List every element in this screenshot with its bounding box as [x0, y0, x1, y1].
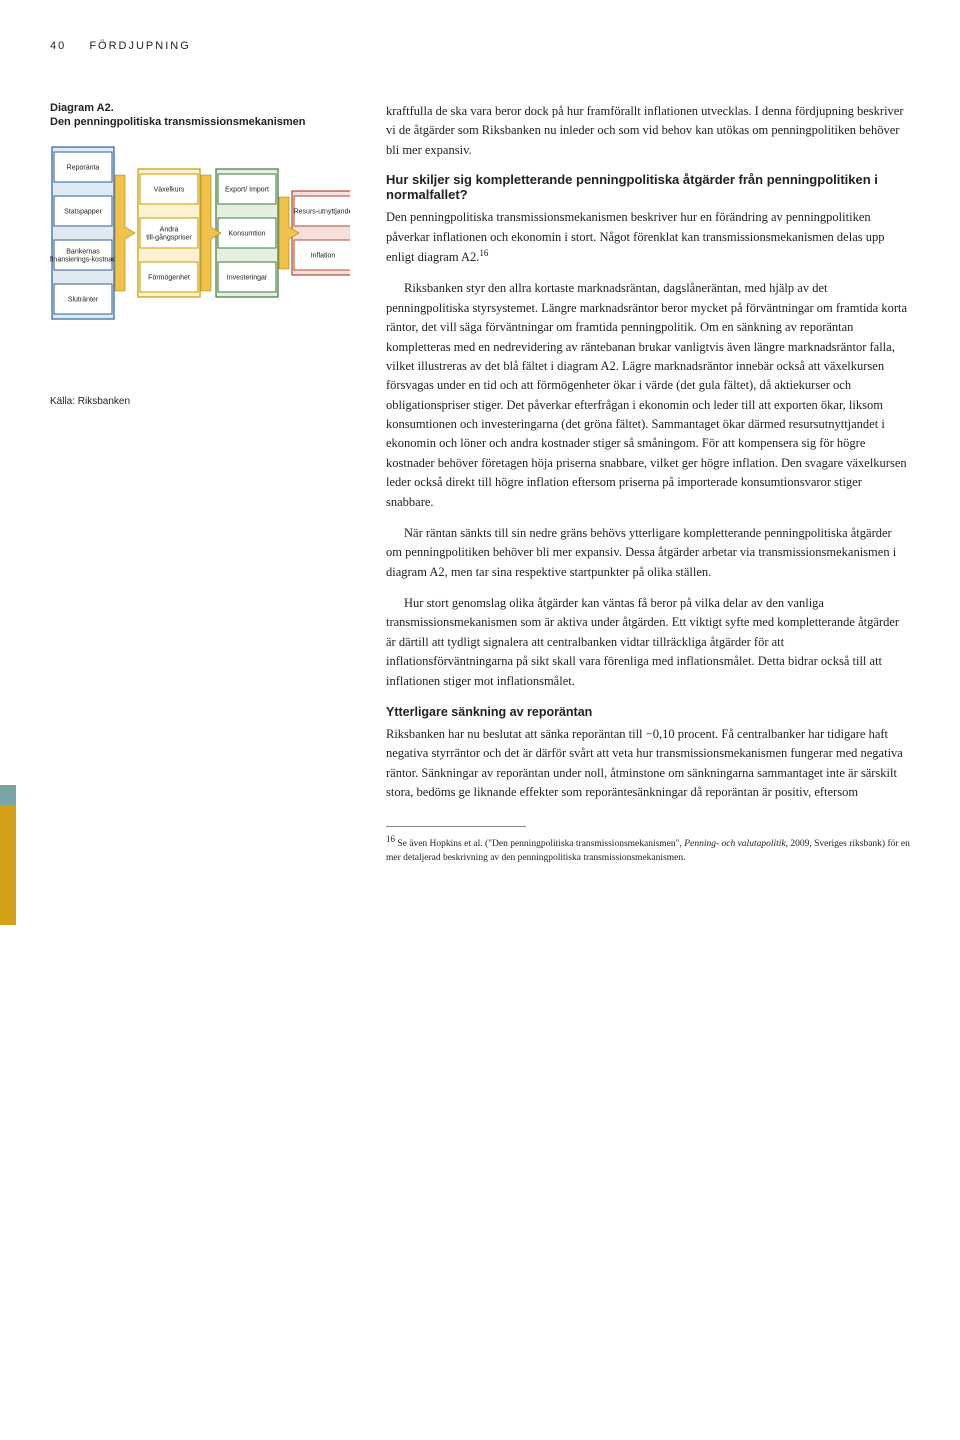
footnote-num: 16	[386, 834, 395, 844]
diagram-title: Den penningpolitiska transmissionsmekani…	[50, 116, 350, 128]
heading-question: Hur skiljer sig kompletterande penningpo…	[386, 172, 910, 202]
svg-text:Förmögenhet: Förmögenhet	[148, 274, 190, 281]
svg-text:Investeringar: Investeringar	[227, 274, 268, 281]
footnote-separator	[386, 826, 526, 827]
svg-text:Statspapper: Statspapper	[64, 208, 102, 215]
paragraph-4: Hur stort genomslag olika åtgärder kan v…	[386, 594, 910, 691]
footnote-text-a: Se även Hopkins et al. ("Den penningpoli…	[395, 840, 684, 850]
svg-text:Export/ Import: Export/ Import	[225, 186, 269, 193]
diagram-label: Diagram A2.	[50, 102, 350, 114]
svg-text:Växelkurs: Växelkurs	[154, 186, 185, 193]
paragraph-1: Den penningpolitiska transmissionsmekani…	[386, 208, 910, 267]
svg-text:Inflation: Inflation	[311, 252, 336, 259]
page-header: 40 FÖRDJUPNING	[50, 40, 910, 52]
intro-paragraph: kraftfulla de ska vara beror dock på hur…	[386, 102, 910, 160]
transmission-diagram: ReporäntaStatspapperBankernasfinansierin…	[50, 144, 350, 374]
svg-text:Konsumtion: Konsumtion	[229, 230, 266, 237]
footnote-16: 16 Se även Hopkins et al. ("Den penningp…	[386, 833, 910, 865]
two-column-layout: Diagram A2. Den penningpolitiska transmi…	[50, 102, 910, 865]
left-column: Diagram A2. Den penningpolitiska transmi…	[50, 102, 350, 865]
heading-repo: Ytterligare sänkning av reporäntan	[386, 705, 910, 719]
paragraph-3: När räntan sänkts till sin nedre gräns b…	[386, 524, 910, 582]
footnote-italic: Penning- och valutapolitik	[684, 840, 785, 850]
side-accent-top	[0, 785, 16, 805]
side-accent	[0, 805, 16, 925]
paragraph-5: Riksbanken har nu beslutat att sänka rep…	[386, 725, 910, 803]
paragraph-1-text: Den penningpolitiska transmissionsmekani…	[386, 210, 885, 264]
footnote-ref-16: 16	[479, 248, 488, 258]
svg-text:Reporänta: Reporänta	[67, 164, 100, 171]
paragraph-2: Riksbanken styr den allra kortaste markn…	[386, 279, 910, 512]
right-column: kraftfulla de ska vara beror dock på hur…	[386, 102, 910, 865]
diagram-source: Källa: Riksbanken	[50, 396, 350, 407]
section-label: FÖRDJUPNING	[89, 40, 190, 52]
page-number: 40	[50, 40, 66, 52]
svg-text:Slutränter: Slutränter	[68, 296, 99, 303]
svg-text:Resurs-utnyttjande: Resurs-utnyttjande	[294, 208, 350, 215]
